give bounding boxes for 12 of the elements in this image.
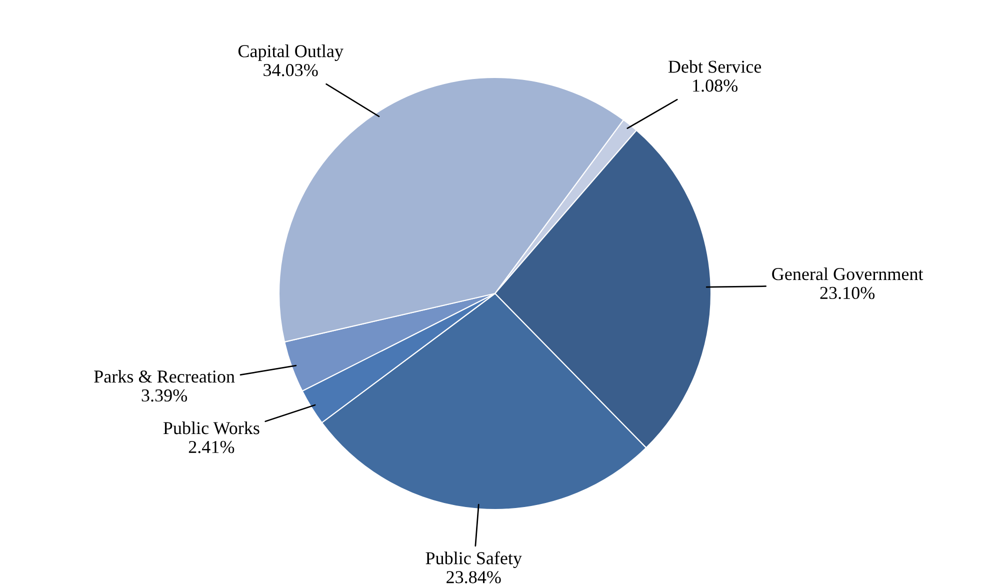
data-label: 23.10% bbox=[820, 286, 875, 300]
slice-label: Capital Outlay bbox=[238, 44, 344, 61]
slice-label: General Government bbox=[772, 267, 924, 280]
data-label: 2.41% bbox=[188, 440, 234, 454]
data-label: 1.08% bbox=[693, 80, 738, 92]
slice-label: Debt Service bbox=[668, 60, 762, 73]
slice-label: Public Works bbox=[163, 422, 260, 434]
data-label: 34.03% bbox=[264, 64, 318, 76]
data-label: 3.39% bbox=[142, 389, 188, 402]
data-label: 23.84% bbox=[446, 571, 501, 584]
slice-label: Parks & Recreation bbox=[94, 370, 235, 383]
slice-label: Public Safety bbox=[426, 551, 522, 568]
